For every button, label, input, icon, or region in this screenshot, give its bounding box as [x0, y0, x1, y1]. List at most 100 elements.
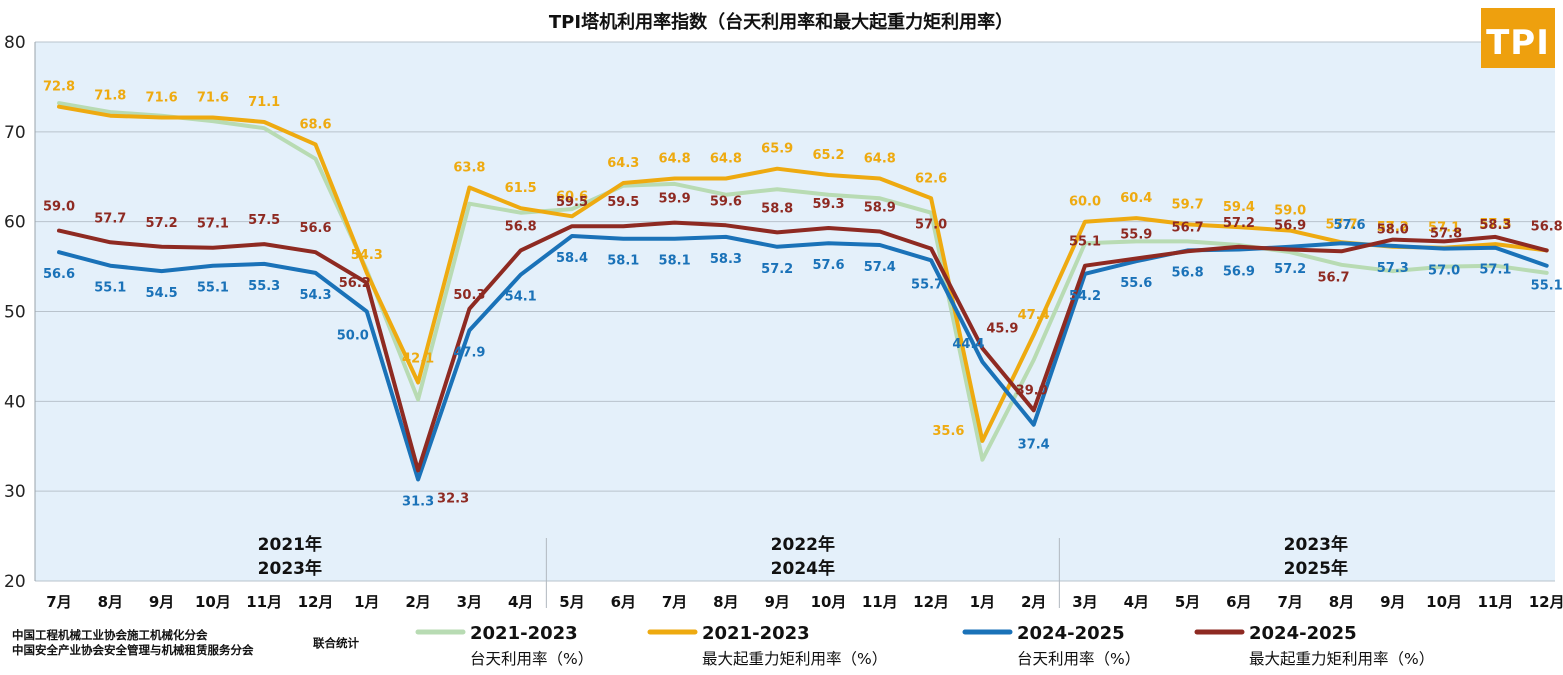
data-label: 57.1 — [197, 217, 229, 232]
data-label: 57.4 — [864, 260, 896, 275]
data-label: 56.8 — [1172, 265, 1204, 280]
data-label: 54.3 — [299, 288, 331, 303]
data-label: 71.8 — [94, 89, 126, 104]
data-label: 59.9 — [659, 192, 691, 207]
data-label: 56.9 — [1274, 219, 1306, 234]
data-label: 60.4 — [1120, 191, 1152, 206]
data-label: 57.3 — [1377, 261, 1409, 276]
x-tick-label: 9月 — [764, 593, 789, 611]
data-label: 47.9 — [453, 345, 485, 360]
data-label: 55.9 — [1120, 227, 1152, 242]
legend-series-desc: 最大起重力矩利用率（%） — [702, 650, 887, 668]
data-label: 56.6 — [299, 221, 331, 236]
data-label: 57.2 — [1377, 220, 1409, 235]
y-tick-label: 20 — [4, 572, 26, 592]
data-label: 68.6 — [299, 117, 331, 132]
year-dividers — [545, 538, 1060, 608]
x-tick-label: 8月 — [1329, 593, 1354, 611]
series-line-3 — [57, 220, 1549, 473]
x-tick-label: 11月 — [862, 593, 898, 611]
data-label: 55.7 — [911, 277, 943, 292]
x-tick-label: 4月 — [1124, 593, 1149, 611]
x-tick-label: 7月 — [46, 593, 71, 611]
data-label: 39.0 — [1016, 383, 1048, 398]
data-label: 63.8 — [453, 161, 485, 176]
data-label: 56.8 — [505, 219, 537, 234]
y-tick-label: 60 — [4, 213, 26, 233]
logo-background — [1481, 8, 1555, 68]
data-label: 71.1 — [248, 95, 280, 110]
x-tick-label: 5月 — [559, 593, 584, 611]
y-tick-label: 40 — [4, 392, 26, 412]
year-label-top: 2021年 — [258, 534, 322, 555]
data-labels: 72.8 71.8 71.6 71.6 71.1 68.6 54.3 42.1 63.8 61.5… — [43, 80, 1563, 510]
data-label: 32.3 — [437, 492, 469, 507]
legend-series-desc: 台天利用率（%） — [1017, 650, 1140, 668]
data-label: 62.6 — [915, 171, 947, 186]
x-tick-label: 6月 — [1226, 593, 1251, 611]
data-label: 58.4 — [556, 251, 588, 266]
data-label: 56.2 — [339, 276, 371, 291]
data-label: 71.6 — [197, 90, 229, 105]
x-tick-label: 2月 — [1021, 593, 1046, 611]
data-label: 31.3 — [402, 494, 434, 509]
data-label: 55.1 — [94, 281, 126, 296]
x-tick-label: 7月 — [1277, 593, 1302, 611]
x-tick-label: 11月 — [1477, 593, 1513, 611]
data-label: 58.0 — [1377, 223, 1409, 238]
x-tick-label: 5月 — [1175, 593, 1200, 611]
data-label: 59.4 — [1223, 200, 1255, 215]
data-label: 57.5 — [1479, 217, 1511, 232]
data-label: 54.1 — [505, 290, 537, 305]
data-label: 57.2 — [1274, 262, 1306, 277]
data-label: 42.1 — [402, 351, 434, 366]
data-label: 58.8 — [761, 201, 793, 216]
data-label: 65.2 — [812, 148, 844, 163]
x-tick-label: 8月 — [98, 593, 123, 611]
x-tick-label: 11月 — [246, 593, 282, 611]
data-label: 59.7 — [1172, 197, 1204, 212]
tpi-logo: TPI — [1481, 8, 1555, 68]
series-line-0 — [57, 101, 1549, 462]
data-label: 54.2 — [1069, 289, 1101, 304]
chart-title: TPI塔机利用率指数（台天利用率和最大起重力矩利用率） — [549, 11, 1013, 33]
data-label: 57.1 — [1428, 221, 1460, 236]
x-tick-label: 6月 — [611, 593, 636, 611]
data-label: 57.0 — [915, 218, 947, 233]
data-label: 59.0 — [43, 200, 75, 215]
data-label: 44.4 — [952, 337, 984, 352]
data-label: 57.8 — [1430, 226, 1462, 241]
x-tick-label: 3月 — [1072, 593, 1097, 611]
series-line-2 — [57, 234, 1549, 482]
data-label: 65.9 — [761, 142, 793, 157]
x-tick-label: 8月 — [713, 593, 738, 611]
legend-series-desc: 台天利用率（%） — [470, 650, 593, 668]
logo-text: TPI — [1486, 23, 1550, 63]
data-label: 60.0 — [1069, 195, 1101, 210]
data-label: 64.3 — [607, 156, 639, 171]
data-label: 56.8 — [1531, 219, 1563, 234]
data-label: 59.5 — [607, 195, 639, 210]
legend-series-name: 2021-2023 — [470, 623, 578, 644]
org-line-2: 中国安全产业协会安全管理与机械租赁服务分会 — [12, 643, 254, 657]
data-label: 57.2 — [146, 216, 178, 231]
data-label: 55.3 — [248, 279, 280, 294]
y-tick-label: 70 — [4, 123, 26, 143]
data-label: 64.8 — [710, 152, 742, 167]
data-label: 50.3 — [453, 288, 485, 303]
data-label: 56.7 — [1172, 220, 1204, 235]
data-label: 61.5 — [505, 181, 537, 196]
x-tick-label: 3月 — [457, 593, 482, 611]
legend-series-name: 2024-2025 — [1017, 623, 1125, 644]
data-label: 59.0 — [1274, 204, 1306, 219]
year-label-bottom: 2025年 — [1284, 558, 1348, 579]
y-tick-label: 30 — [4, 482, 26, 502]
data-label: 72.8 — [43, 80, 75, 95]
data-label: 37.4 — [1018, 438, 1050, 453]
year-labels: 2021年 2023年 2022年 2024年 2023年 2025年 — [258, 534, 1348, 579]
data-label: 50.0 — [337, 329, 369, 344]
x-tick-label: 1月 — [970, 593, 995, 611]
data-label: 60.6 — [556, 189, 588, 204]
data-label: 64.8 — [864, 152, 896, 167]
data-label: 56.7 — [1317, 270, 1349, 285]
